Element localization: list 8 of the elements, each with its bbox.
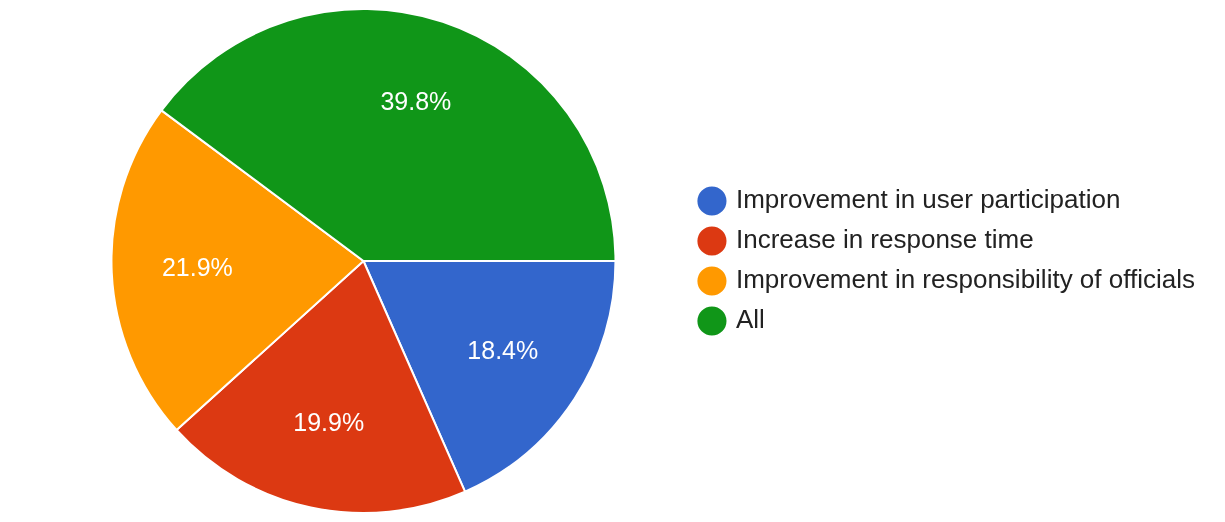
data-label: 19.9% bbox=[293, 407, 365, 436]
data-label: 39.8% bbox=[380, 87, 452, 116]
legend-label: Improvement in responsibility of officials bbox=[735, 264, 1196, 295]
legend-label: Improvement in user participation bbox=[735, 184, 1121, 215]
legend-label: Increase in response time bbox=[735, 224, 1034, 255]
legend-label: All bbox=[735, 304, 765, 335]
data-label: 21.9% bbox=[161, 252, 233, 281]
data-label: 18.4% bbox=[467, 335, 539, 364]
